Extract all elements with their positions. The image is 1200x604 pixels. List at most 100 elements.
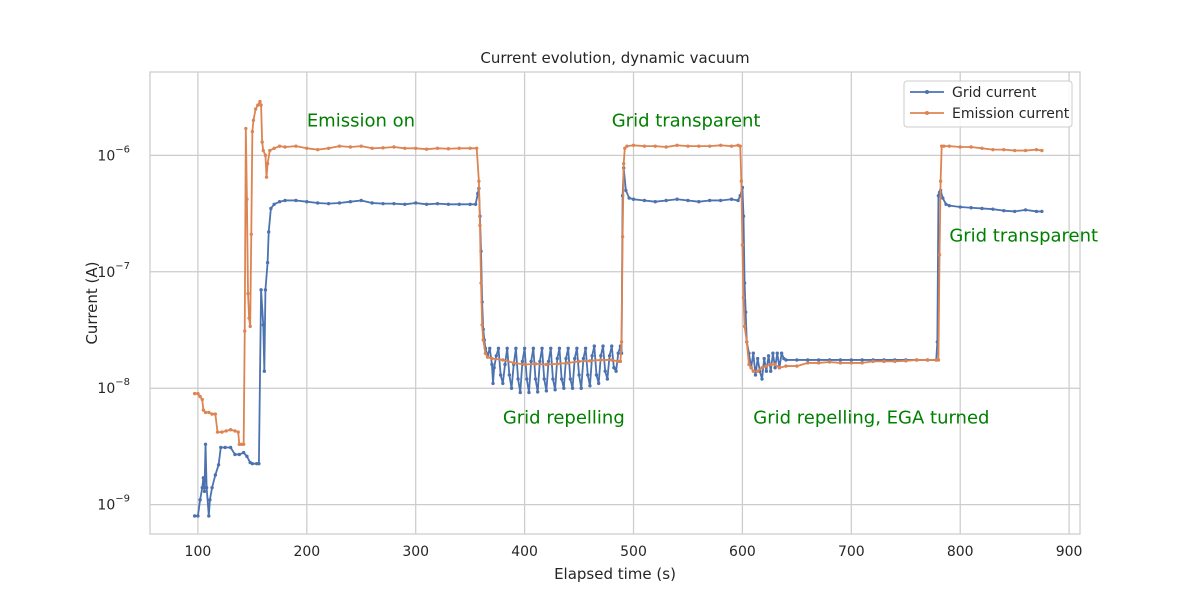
data-point (512, 361, 516, 365)
data-point (592, 344, 597, 348)
annotation: Grid transparent (949, 226, 1098, 247)
data-point (277, 144, 282, 148)
data-point (207, 514, 211, 518)
data-point (947, 203, 952, 208)
data-point (202, 489, 207, 494)
series-emission-current (192, 99, 1044, 447)
x-tick-label: 800 (947, 544, 974, 560)
data-point (446, 147, 451, 151)
data-point (1012, 209, 1017, 214)
data-point (203, 442, 208, 447)
data-point (237, 452, 241, 457)
data-point (262, 369, 267, 373)
data-point (264, 175, 269, 179)
data-point (381, 201, 385, 206)
data-point (551, 377, 555, 381)
data-point (498, 373, 503, 377)
x-tick-label: 600 (729, 544, 756, 560)
data-point (200, 397, 204, 402)
data-point (762, 356, 766, 361)
data-point (555, 356, 559, 361)
data-point (228, 428, 233, 432)
data-point (612, 366, 616, 370)
data-point (784, 358, 788, 362)
data-point (435, 201, 440, 206)
data-point (816, 358, 821, 362)
data-point (753, 373, 758, 377)
data-point (1040, 148, 1044, 153)
data-point (403, 146, 407, 150)
data-point (283, 198, 287, 203)
data-point (570, 386, 575, 390)
data-point (203, 410, 208, 415)
data-point (501, 381, 505, 386)
data-point (294, 198, 298, 203)
data-point (555, 362, 559, 366)
data-point (507, 373, 512, 377)
data-point (969, 206, 973, 210)
data-point (741, 295, 746, 300)
annotation: Grid repelling, EGA turned (753, 408, 989, 429)
data-point (860, 361, 864, 365)
data-point (277, 200, 282, 204)
data-point (200, 485, 204, 490)
data-point (860, 358, 864, 362)
data-point (496, 346, 501, 351)
data-point (213, 412, 218, 416)
data-point (253, 107, 258, 111)
data-point (414, 201, 418, 205)
data-point (337, 144, 342, 148)
data-point (559, 377, 564, 381)
data-point (599, 354, 603, 358)
data-point (751, 369, 755, 373)
data-point (631, 143, 636, 148)
data-point (980, 206, 984, 211)
data-point (509, 386, 514, 390)
x-axis-ticks: 100 200 300 400 500 600 700 800 900 (185, 544, 1083, 560)
data-point (316, 147, 320, 152)
data-point (1034, 209, 1039, 214)
data-point (675, 197, 679, 201)
plot-area (150, 72, 1080, 534)
data-point (233, 429, 237, 433)
data-point (838, 361, 843, 365)
x-tick-label: 900 (1056, 544, 1083, 560)
data-point (245, 454, 249, 459)
data-point (505, 346, 509, 351)
data-point (491, 381, 495, 386)
data-point (210, 485, 214, 490)
data-point (904, 359, 908, 363)
data-point (473, 202, 478, 206)
data-point (488, 346, 492, 351)
data-point (540, 346, 544, 351)
data-point (590, 354, 594, 358)
data-point (261, 148, 265, 153)
data-point (838, 358, 843, 362)
data-point (771, 351, 775, 355)
data-point (246, 291, 250, 296)
data-point (501, 358, 505, 362)
annotation: Emission on (307, 110, 415, 131)
data-point (267, 230, 271, 234)
data-point (708, 198, 712, 203)
data-point (233, 452, 237, 457)
data-point (1002, 147, 1006, 152)
data-point (490, 362, 494, 367)
data-point (424, 147, 429, 151)
data-point (457, 202, 461, 206)
data-point (220, 430, 224, 434)
legend-label: Grid current (952, 85, 1037, 101)
data-point (243, 329, 247, 333)
data-point (573, 356, 577, 361)
data-point (937, 253, 942, 257)
data-point (599, 358, 603, 362)
data-point (492, 366, 496, 370)
series-group (192, 99, 1044, 518)
data-point (256, 103, 260, 107)
data-point (618, 359, 623, 364)
data-point (241, 450, 246, 455)
data-point (925, 358, 930, 362)
data-point (1002, 208, 1006, 213)
data-point (268, 148, 272, 153)
y-tick-label: 10−6 (97, 144, 130, 164)
